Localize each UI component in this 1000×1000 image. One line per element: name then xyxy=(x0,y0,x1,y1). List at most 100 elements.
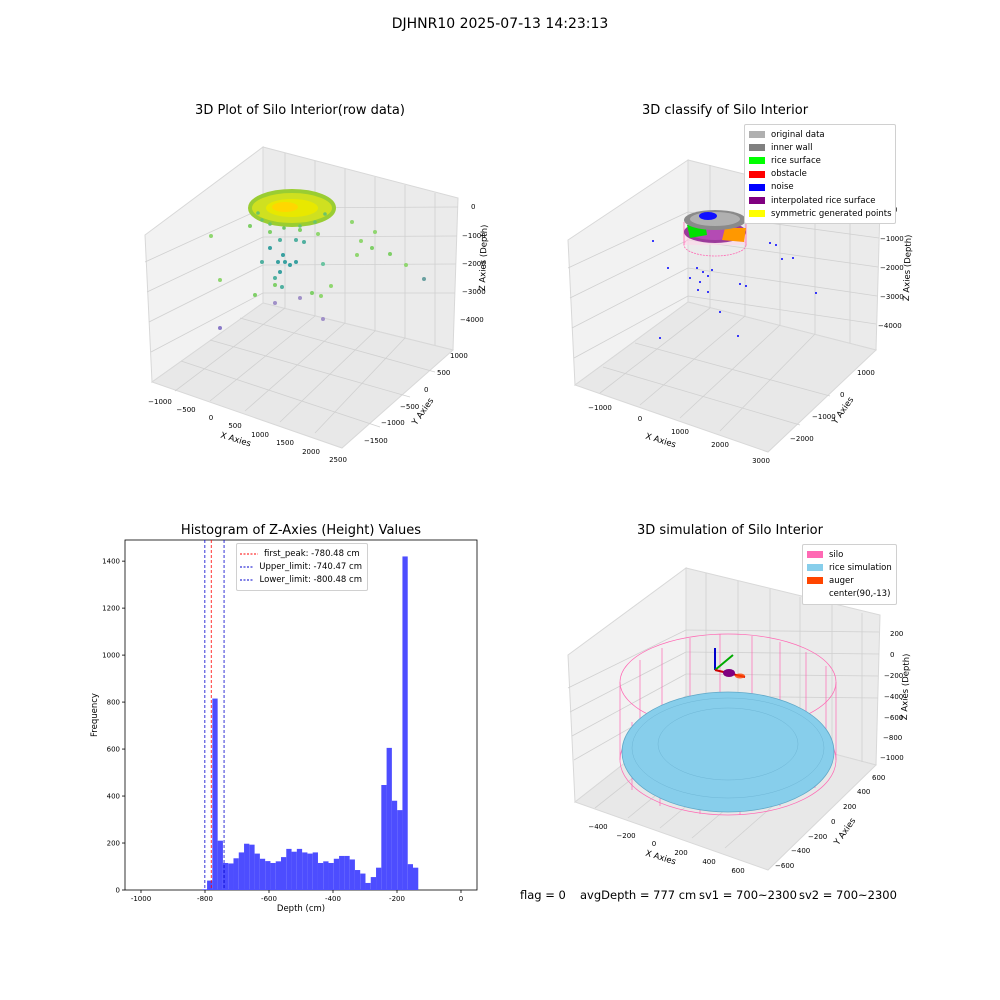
floor-pane xyxy=(573,301,878,453)
y-tick-labels: 1000 0 −1000 −2000 xyxy=(790,369,875,443)
legend-line-blue xyxy=(240,566,254,568)
legend-label: first_peak: -780.48 cm xyxy=(264,548,360,559)
auger-marker xyxy=(714,648,746,679)
raw-plot-title: 3D Plot of Silo Interior(row data) xyxy=(195,103,405,118)
histogram-bar xyxy=(370,877,377,890)
rice-simulation-surface xyxy=(621,691,835,813)
x-tick-3: 500 xyxy=(228,422,241,430)
legend-swatch xyxy=(807,577,823,585)
z-tick-6: −1000 xyxy=(880,754,904,762)
x-tick-1: −200 xyxy=(616,832,635,840)
y-tick-1: 500 xyxy=(437,369,450,377)
legend-label: symmetric generated points xyxy=(771,208,892,219)
y-tick-1: 0 xyxy=(840,391,844,399)
ring-edge-points xyxy=(256,211,327,230)
legend-item-center: center(90,-13) xyxy=(807,588,891,601)
z-tick-2: −2000 xyxy=(462,260,486,268)
legend-item-rice-simulation: rice simulation xyxy=(807,561,892,574)
histogram-bar xyxy=(281,857,287,890)
z-tick-1: 0 xyxy=(890,651,894,659)
y-tick-3: 0 xyxy=(831,818,835,826)
z-tick-4: −600 xyxy=(884,714,903,722)
y-tick-label: 800 xyxy=(107,699,120,707)
legend-line-blue xyxy=(240,579,254,581)
legend-label: obstacle xyxy=(771,169,807,180)
x-tick-0: −1000 xyxy=(148,398,172,406)
classified-cylinder xyxy=(683,210,747,257)
histogram-bar xyxy=(270,862,276,890)
y-tick-label: 200 xyxy=(107,840,120,848)
y-tick-label: 1000 xyxy=(102,652,120,660)
legend-label: noise xyxy=(771,182,794,193)
histogram-bar xyxy=(201,889,208,890)
legend-swatch xyxy=(807,551,823,559)
plot-frame xyxy=(124,539,478,891)
x-tick-4: 400 xyxy=(702,858,715,866)
legend-item-original-data: original data xyxy=(749,128,890,141)
legend-swatch xyxy=(749,197,765,205)
histogram-bar xyxy=(254,853,260,890)
histogram-bar xyxy=(217,840,223,890)
y-axis-label: Frequency xyxy=(90,693,100,737)
legend-item-rice-surface: rice surface xyxy=(749,154,890,167)
histogram-bar xyxy=(312,852,318,890)
x-tick-0: −1000 xyxy=(588,404,612,412)
legend-item-silo: silo xyxy=(807,548,891,561)
histogram-bar xyxy=(238,852,245,890)
y-tick-0: 600 xyxy=(872,774,885,782)
simulation-legend: silo rice simulation auger center(90,-13… xyxy=(802,544,897,605)
y-tick-2: 200 xyxy=(843,803,856,811)
sv2-text: sv2 = 700~2300 xyxy=(799,888,897,902)
z-axis-label: Z Axies (Depth) xyxy=(478,224,490,291)
rice-ring-peak xyxy=(272,202,298,212)
grid-lines xyxy=(144,153,459,434)
y-tick-6: −600 xyxy=(775,862,794,870)
histogram-bar xyxy=(386,747,392,890)
x-tick-labels: −400 −200 0 200 400 600 xyxy=(588,823,744,875)
z-tick-2: −2000 xyxy=(880,264,904,272)
legend-line-red xyxy=(240,553,258,555)
histogram-bar xyxy=(333,858,340,890)
legend-swatch xyxy=(807,564,823,572)
x-tick-3: 200 xyxy=(674,849,687,857)
histogram-bar xyxy=(397,810,403,890)
x-tick-label: 0 xyxy=(459,895,463,903)
figure-title: DJHNR10 2025-07-13 14:23:13 xyxy=(391,16,609,32)
histogram-bar xyxy=(233,858,239,890)
histogram-bar xyxy=(212,698,218,890)
legend-swatch xyxy=(749,157,765,165)
rice-surface-mesh xyxy=(657,707,799,781)
histogram-legend: first_peak: -780.48 cm Upper_limit: -740… xyxy=(236,543,368,591)
z-tick-0: 0 xyxy=(471,203,475,211)
x-tick-2: 0 xyxy=(209,414,213,422)
histogram-bar xyxy=(291,851,297,890)
floor-pane xyxy=(150,302,455,449)
histogram-bars xyxy=(201,556,419,890)
x-tick-labels: −1000 0 1000 2000 3000 xyxy=(588,404,770,465)
y-tick-0: 1000 xyxy=(450,352,468,360)
x-axis-label: X Axies xyxy=(644,849,677,868)
flag-text: flag = 0 xyxy=(520,888,566,902)
histogram-bar xyxy=(339,855,345,890)
legend-swatch xyxy=(749,210,765,218)
simulation-3d-plot: −400 −200 0 200 400 600 600 400 200 0 −2… xyxy=(567,567,912,875)
x-tick-6: 2000 xyxy=(302,448,320,456)
y-tick-label: 1400 xyxy=(102,558,120,566)
y-ticks: 0 200 400 600 800 1000 1200 1400 xyxy=(102,558,125,895)
reference-lines xyxy=(204,540,225,890)
z-axis-label: Z Axies (Depth) xyxy=(900,653,912,720)
z-axis-label: Z Axies (Depth) xyxy=(902,234,914,301)
y-tick-3: −2000 xyxy=(790,435,814,443)
z-tick-3: −3000 xyxy=(880,293,904,301)
y-tick-1: 400 xyxy=(857,788,870,796)
legend-label: Upper_limit: -740.47 cm xyxy=(259,561,362,572)
histogram-bar xyxy=(391,800,398,890)
x-tick-labels: −1000 −500 0 500 1000 1500 2000 2500 xyxy=(148,398,347,464)
legend-label: interpolated rice surface xyxy=(771,195,876,206)
histogram-bar xyxy=(265,861,271,890)
raw-data-points xyxy=(209,220,426,330)
x-axis-label: Depth (cm) xyxy=(277,904,325,914)
legend-item-auger: auger xyxy=(807,574,891,587)
histogram-bar xyxy=(344,855,350,890)
avg-depth-text: avgDepth = 777 cm xyxy=(580,888,697,902)
